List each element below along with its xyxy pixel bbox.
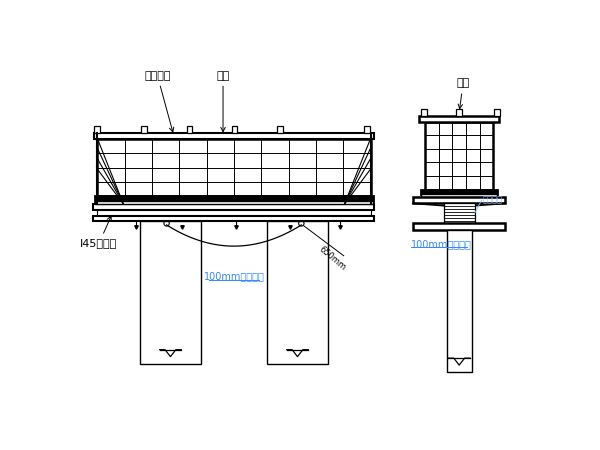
Bar — [97, 210, 371, 216]
Bar — [421, 109, 427, 116]
Bar — [277, 126, 283, 133]
Bar — [421, 189, 497, 194]
Bar — [94, 204, 374, 210]
Text: 100mm圆钢扁担: 100mm圆钢扁担 — [203, 271, 265, 281]
Bar — [364, 126, 370, 133]
Bar — [413, 197, 505, 203]
Bar — [421, 194, 497, 197]
Bar — [97, 139, 371, 197]
Bar — [494, 109, 500, 116]
Bar — [95, 197, 373, 201]
Bar — [444, 203, 475, 223]
Bar — [187, 126, 192, 133]
Text: I45承重梁: I45承重梁 — [80, 216, 118, 248]
Bar — [425, 122, 493, 189]
Bar — [94, 133, 374, 139]
Bar — [141, 126, 146, 133]
Bar — [419, 116, 499, 122]
Text: 拉杆: 拉杆 — [457, 78, 470, 109]
Text: 650mm: 650mm — [317, 244, 347, 272]
Bar — [140, 221, 201, 364]
Text: 型钢背枋: 型钢背枋 — [144, 71, 174, 132]
Text: 100mm圆钢扁担: 100mm圆钢扁担 — [412, 239, 472, 249]
Text: 对接螺栓: 对接螺栓 — [482, 196, 502, 205]
Bar — [456, 109, 462, 116]
Bar — [94, 126, 100, 133]
Bar — [413, 223, 505, 230]
Text: 钢模: 钢模 — [217, 71, 230, 132]
Bar — [232, 126, 238, 133]
Bar — [94, 216, 374, 221]
Bar — [447, 230, 472, 372]
Bar — [95, 201, 373, 204]
Bar — [266, 221, 328, 364]
